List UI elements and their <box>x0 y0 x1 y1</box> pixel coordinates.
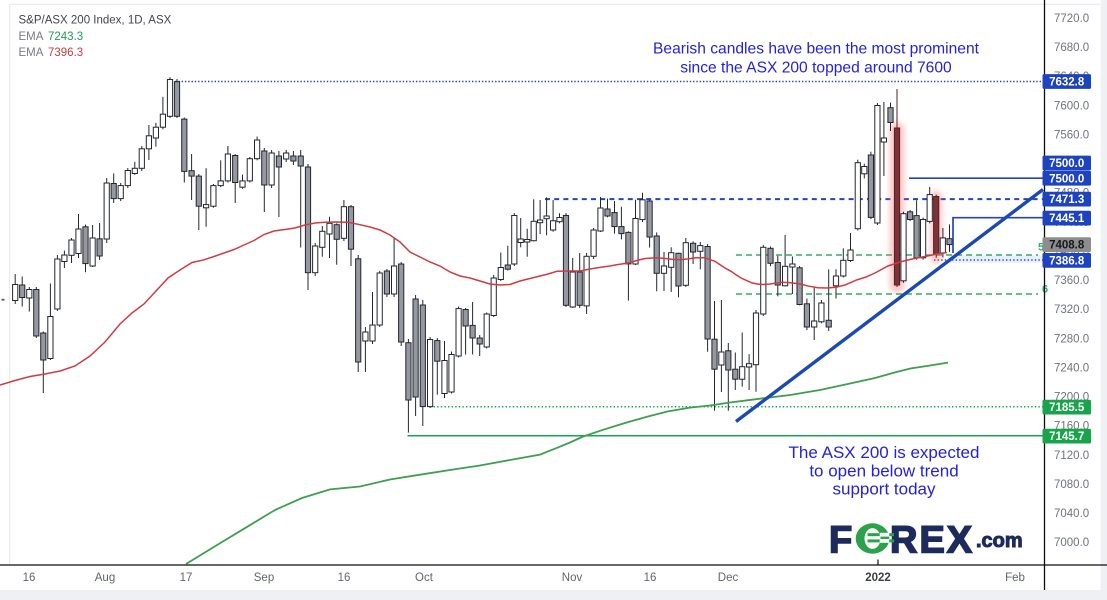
svg-text:7243.3: 7243.3 <box>48 31 83 43</box>
svg-text:16: 16 <box>644 572 657 584</box>
svg-text:7320.0: 7320.0 <box>1054 304 1089 316</box>
svg-text:7185.5: 7185.5 <box>1049 402 1085 414</box>
svg-text:17: 17 <box>180 572 193 584</box>
svg-text:7680.0: 7680.0 <box>1054 42 1089 54</box>
svg-text:7396.3: 7396.3 <box>48 47 83 59</box>
svg-text:16: 16 <box>23 572 36 584</box>
svg-text:7080.0: 7080.0 <box>1054 479 1089 491</box>
svg-text:7386.8: 7386.8 <box>1049 256 1085 268</box>
svg-text:7145.7: 7145.7 <box>1049 431 1084 443</box>
svg-text:S&P/ASX 200 Index, 1D, ASX: S&P/ASX 200 Index, 1D, ASX <box>19 15 172 27</box>
svg-text:EMA: EMA <box>19 47 44 59</box>
svg-text:7632.8: 7632.8 <box>1049 77 1085 89</box>
svg-text:to open below trend: to open below trend <box>809 462 958 481</box>
svg-text:7500.0: 7500.0 <box>1049 173 1084 185</box>
svg-text:since the ASX 200 topped aroun: since the ASX 200 topped around 7600 <box>680 60 952 77</box>
svg-text:7445.1: 7445.1 <box>1049 213 1085 225</box>
svg-text:7408.8: 7408.8 <box>1049 240 1085 252</box>
svg-text:7720.0: 7720.0 <box>1054 13 1089 25</box>
svg-text:7600.0: 7600.0 <box>1054 100 1089 112</box>
svg-text:7000.0: 7000.0 <box>1054 537 1089 549</box>
svg-text:Nov: Nov <box>562 572 583 584</box>
svg-text:7500.0: 7500.0 <box>1049 158 1084 170</box>
svg-text:support today: support today <box>832 480 936 499</box>
svg-text:7240.0: 7240.0 <box>1054 362 1089 374</box>
svg-text:Bearish candles have been the: Bearish candles have been the most promi… <box>653 41 980 58</box>
svg-text:7471.3: 7471.3 <box>1049 194 1084 206</box>
svg-text:16: 16 <box>338 572 351 584</box>
svg-text:Sep: Sep <box>254 572 274 584</box>
svg-text:EMA: EMA <box>19 31 44 43</box>
svg-text:5: 5 <box>1038 242 1044 254</box>
svg-text:Oct: Oct <box>415 572 434 584</box>
svg-text:F: F <box>829 520 852 562</box>
svg-text:7560.0: 7560.0 <box>1054 130 1089 142</box>
svg-text:7120.0: 7120.0 <box>1054 450 1089 462</box>
svg-text:Aug: Aug <box>95 572 115 584</box>
svg-text:Dec: Dec <box>718 572 739 584</box>
svg-text:The ASX 200 is expected: The ASX 200 is expected <box>789 443 980 462</box>
svg-text:7280.0: 7280.0 <box>1054 333 1089 345</box>
svg-text:7360.0: 7360.0 <box>1054 275 1089 287</box>
svg-text:7040.0: 7040.0 <box>1054 508 1089 520</box>
svg-text:2022: 2022 <box>865 572 891 584</box>
svg-text:Feb: Feb <box>1005 572 1025 584</box>
svg-text:.com: .com <box>976 530 1023 552</box>
svg-text:REX: REX <box>890 520 974 562</box>
